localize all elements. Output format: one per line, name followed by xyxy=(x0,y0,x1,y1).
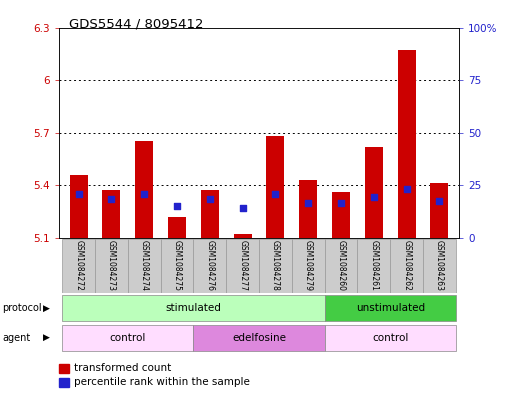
Bar xyxy=(59,364,69,373)
Bar xyxy=(390,239,423,293)
Bar xyxy=(226,239,259,293)
Text: ▶: ▶ xyxy=(43,333,49,342)
Text: GDS5544 / 8095412: GDS5544 / 8095412 xyxy=(69,18,204,31)
Text: GSM1084272: GSM1084272 xyxy=(74,240,83,291)
Text: GSM1084274: GSM1084274 xyxy=(140,240,149,291)
Text: control: control xyxy=(110,332,146,343)
Text: transformed count: transformed count xyxy=(74,363,171,373)
Bar xyxy=(95,239,128,293)
Text: percentile rank within the sample: percentile rank within the sample xyxy=(74,377,250,387)
Bar xyxy=(325,295,456,321)
Bar xyxy=(59,378,69,387)
Text: ▶: ▶ xyxy=(43,304,49,312)
Text: GSM1084273: GSM1084273 xyxy=(107,240,116,291)
Bar xyxy=(259,239,292,293)
Point xyxy=(436,198,444,204)
Bar xyxy=(103,191,121,238)
Text: unstimulated: unstimulated xyxy=(356,303,425,313)
Text: GSM1084277: GSM1084277 xyxy=(238,240,247,291)
Bar xyxy=(299,180,317,238)
Point xyxy=(403,185,411,192)
Text: GSM1084279: GSM1084279 xyxy=(304,240,313,291)
Point xyxy=(370,194,378,200)
Text: GSM1084276: GSM1084276 xyxy=(205,240,214,291)
Bar xyxy=(292,239,325,293)
Text: agent: agent xyxy=(3,332,31,343)
Bar xyxy=(193,325,325,351)
Point xyxy=(74,191,83,197)
Bar xyxy=(233,234,252,238)
Bar xyxy=(161,239,193,293)
Bar xyxy=(135,141,153,238)
Bar xyxy=(193,239,226,293)
Text: GSM1084261: GSM1084261 xyxy=(369,240,379,291)
Text: GSM1084262: GSM1084262 xyxy=(402,240,411,291)
Bar xyxy=(358,239,390,293)
Bar xyxy=(325,239,358,293)
Bar xyxy=(62,325,193,351)
Point xyxy=(304,200,312,206)
Bar xyxy=(430,184,448,238)
Bar xyxy=(266,136,285,238)
Bar xyxy=(332,192,350,238)
Text: GSM1084275: GSM1084275 xyxy=(172,240,182,291)
Point xyxy=(239,205,247,211)
Text: stimulated: stimulated xyxy=(166,303,222,313)
Bar xyxy=(70,174,88,238)
Bar xyxy=(128,239,161,293)
Bar xyxy=(62,295,325,321)
Bar xyxy=(168,217,186,238)
Text: GSM1084263: GSM1084263 xyxy=(435,240,444,291)
Text: edelfosine: edelfosine xyxy=(232,332,286,343)
Point xyxy=(173,203,181,209)
Point xyxy=(271,191,280,197)
Bar xyxy=(398,50,416,238)
Point xyxy=(206,196,214,202)
Bar xyxy=(62,239,95,293)
Text: control: control xyxy=(372,332,408,343)
Bar xyxy=(365,147,383,238)
Text: protocol: protocol xyxy=(3,303,42,313)
Bar xyxy=(325,325,456,351)
Bar xyxy=(423,239,456,293)
Text: GSM1084278: GSM1084278 xyxy=(271,240,280,291)
Bar xyxy=(201,191,219,238)
Point xyxy=(140,191,148,197)
Point xyxy=(337,200,345,206)
Text: GSM1084260: GSM1084260 xyxy=(337,240,346,291)
Point xyxy=(107,196,115,202)
